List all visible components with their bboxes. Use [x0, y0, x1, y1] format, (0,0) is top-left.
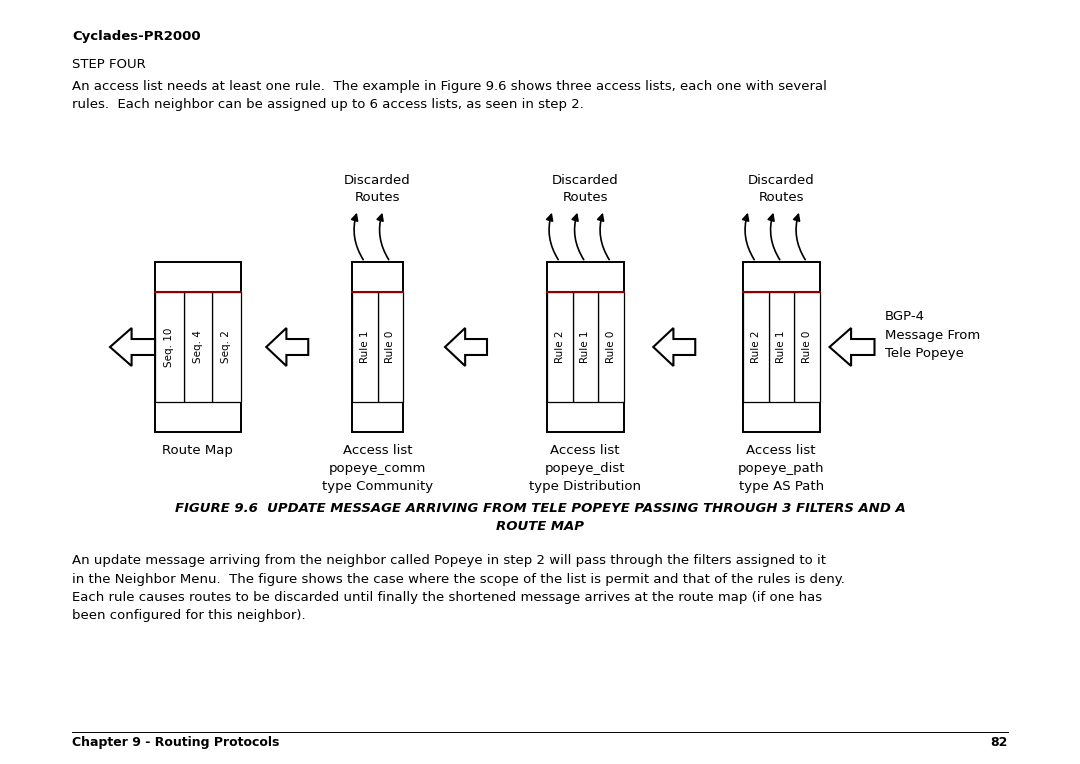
- Text: Route Map: Route Map: [162, 444, 233, 457]
- Bar: [378, 292, 403, 402]
- Text: Discarded
Routes: Discarded Routes: [345, 174, 410, 204]
- Text: Rule 0: Rule 0: [606, 331, 616, 363]
- Bar: [352, 292, 378, 402]
- Bar: [212, 292, 241, 402]
- Text: Seq. 4: Seq. 4: [192, 331, 203, 364]
- Text: Chapter 9 - Routing Protocols: Chapter 9 - Routing Protocols: [72, 736, 280, 749]
- Text: Access list
popeye_dist
type Distribution: Access list popeye_dist type Distributio…: [529, 444, 642, 493]
- Text: Seq. 10: Seq. 10: [164, 327, 174, 367]
- Text: An access list needs at least one rule.  The example in Figure 9.6 shows three a: An access list needs at least one rule. …: [72, 80, 827, 111]
- Bar: [769, 292, 794, 402]
- Text: Rule 1: Rule 1: [777, 331, 786, 363]
- Text: 82: 82: [990, 736, 1008, 749]
- Bar: [743, 292, 769, 402]
- Text: Cyclades-PR2000: Cyclades-PR2000: [72, 30, 201, 43]
- Bar: [156, 262, 241, 432]
- Text: Seq. 2: Seq. 2: [221, 331, 231, 364]
- Polygon shape: [267, 328, 308, 366]
- Text: Rule 0: Rule 0: [801, 331, 812, 363]
- Bar: [598, 292, 623, 402]
- Text: BGP-4
Message From
Tele Popeye: BGP-4 Message From Tele Popeye: [885, 310, 980, 360]
- Polygon shape: [829, 328, 875, 366]
- Polygon shape: [653, 328, 696, 366]
- Polygon shape: [110, 328, 156, 366]
- Text: Discarded
Routes: Discarded Routes: [552, 174, 619, 204]
- Polygon shape: [445, 328, 487, 366]
- Text: Rule 1: Rule 1: [360, 331, 369, 363]
- Text: STEP FOUR: STEP FOUR: [72, 58, 146, 71]
- Bar: [156, 292, 184, 402]
- Bar: [572, 292, 598, 402]
- Text: FIGURE 9.6  UPDATE MESSAGE ARRIVING FROM TELE POPEYE PASSING THROUGH 3 FILTERS A: FIGURE 9.6 UPDATE MESSAGE ARRIVING FROM …: [175, 502, 905, 533]
- Text: Rule 2: Rule 2: [555, 331, 565, 363]
- Bar: [546, 292, 572, 402]
- Text: Rule 1: Rule 1: [580, 331, 591, 363]
- Text: Rule 2: Rule 2: [751, 331, 760, 363]
- Bar: [546, 262, 623, 432]
- Text: Discarded
Routes: Discarded Routes: [747, 174, 814, 204]
- Text: Rule 0: Rule 0: [386, 331, 395, 363]
- Bar: [794, 292, 820, 402]
- Bar: [743, 262, 820, 432]
- Text: Access list
popeye_comm
type Community: Access list popeye_comm type Community: [322, 444, 433, 493]
- Bar: [352, 262, 403, 432]
- Text: An update message arriving from the neighbor called Popeye in step 2 will pass t: An update message arriving from the neig…: [72, 554, 845, 623]
- Text: Access list
popeye_path
type AS Path: Access list popeye_path type AS Path: [738, 444, 824, 493]
- Bar: [184, 292, 212, 402]
